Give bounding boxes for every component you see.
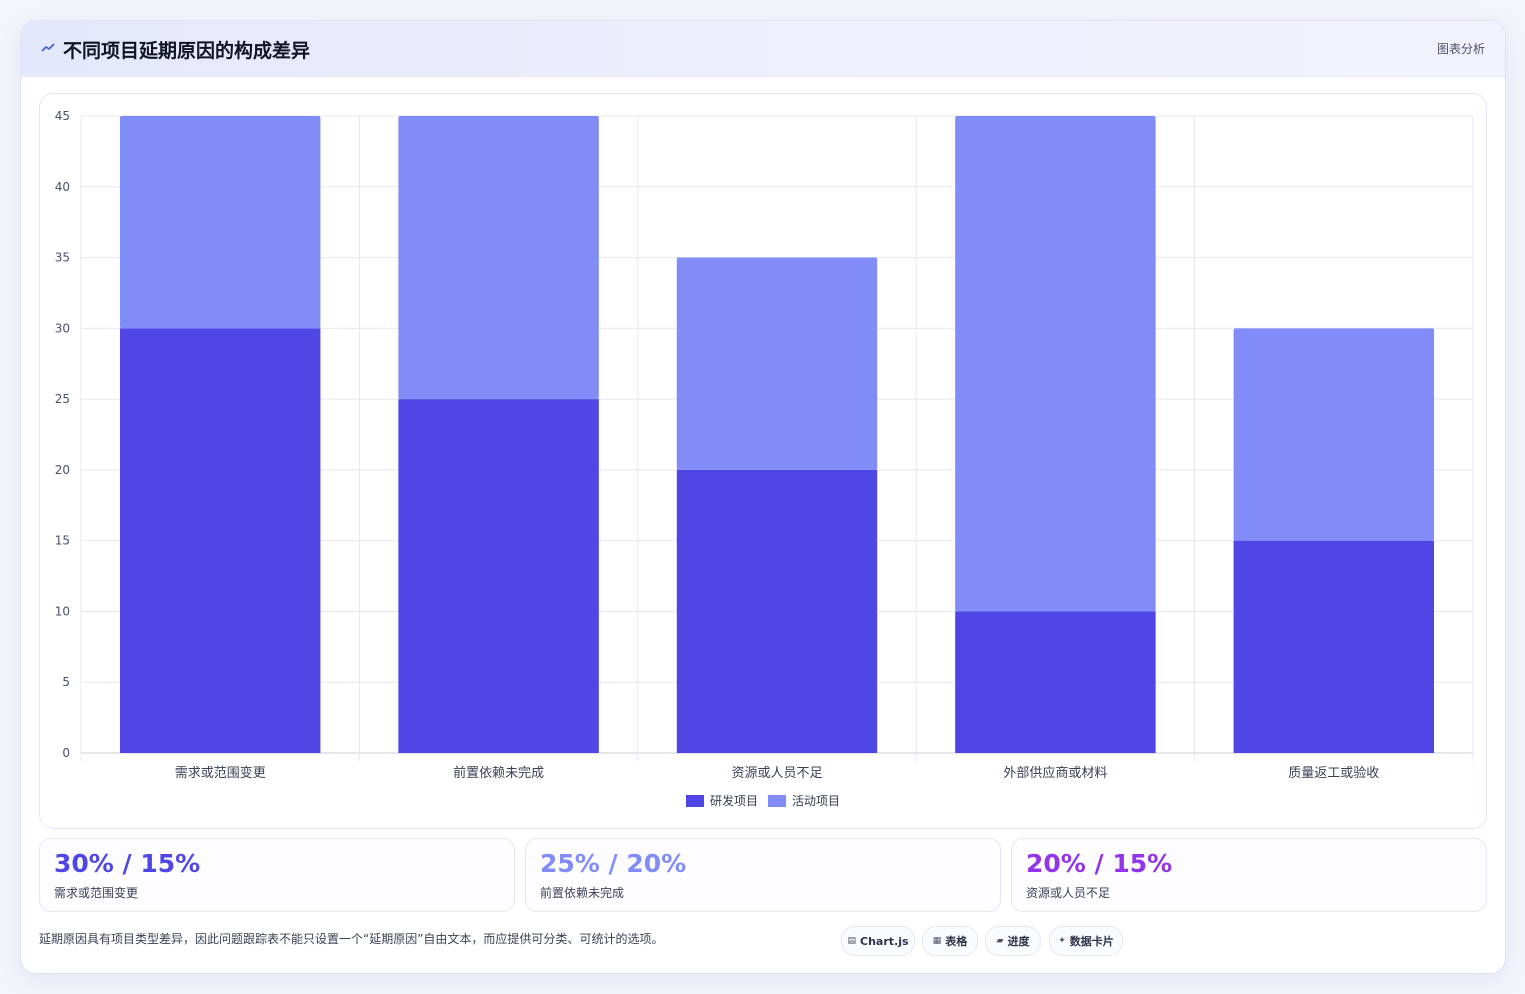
chip-data-card[interactable]: ✦ 数据卡片: [1049, 926, 1123, 956]
legend-label-activity: 活动项目: [792, 794, 841, 808]
stat-label-1: 需求或范围变更: [54, 886, 139, 900]
y-tick-label: 10: [55, 604, 70, 618]
bar-rd: [955, 611, 1156, 753]
bar-activity: [398, 116, 599, 400]
y-tick-label: 5: [62, 675, 70, 689]
footnote: 延期原因具有项目类型差异，因此问题跟踪表不能只设置一个“延期原因”自由文本，而应…: [39, 932, 664, 946]
legend-swatch-rd: [685, 794, 704, 807]
legend-item-rd[interactable]: 研发项目: [685, 792, 758, 809]
page-title: 不同项目延期原因的构成差异: [63, 40, 311, 62]
legend-swatch-activity: [768, 794, 786, 807]
y-tick-label: 35: [55, 251, 70, 265]
chart-panel: 不同项目延期原因的构成差异 图表分析 0 5 10 15 20 25 30 35 40 45 需求或…: [20, 20, 1506, 974]
chip-progress[interactable]: ▰ 进度: [985, 926, 1041, 956]
y-tick-label: 45: [55, 109, 70, 123]
legend-label-rd: 研发项目: [709, 794, 758, 808]
bar-activity: [1233, 328, 1435, 541]
bar-rd: [398, 399, 599, 753]
x-tick-label: 需求或范围变更: [175, 765, 266, 781]
stacked-bar-chart: 0 5 10 15 20 25 30 35 40 45 需求或范围变更 前置依赖未完成 资源或人员不足 外…: [55, 109, 1474, 781]
stat-label-2: 前置依赖未完成: [540, 886, 625, 900]
x-tick-label: 质量返工或验收: [1288, 765, 1379, 781]
progress-icon: ▰: [996, 936, 1004, 946]
bar-rd: [1233, 540, 1435, 753]
legend-item-activity[interactable]: 活动项目: [768, 792, 840, 809]
bar-rd: [676, 469, 878, 753]
bar-activity: [676, 257, 878, 470]
sparkle-icon: ✦: [1058, 936, 1066, 946]
y-tick-label: 15: [55, 534, 70, 548]
bar-activity: [119, 116, 321, 329]
y-tick-label: 25: [55, 392, 70, 406]
y-tick-label: 30: [55, 321, 70, 335]
table-icon: ▦: [932, 936, 942, 946]
chip-label-data-card: 数据卡片: [1069, 935, 1114, 948]
stat-value-1: 30% / 15%: [54, 849, 201, 878]
x-tick-label: 前置依赖未完成: [453, 765, 544, 781]
stat-card-1: 30% / 15% 需求或范围变更: [39, 838, 515, 912]
y-tick-label: 40: [55, 180, 70, 194]
chip-label-progress: 进度: [1007, 935, 1030, 948]
bar-activity: [955, 116, 1156, 612]
chip-label-table: 表格: [945, 935, 968, 948]
chip-label-chartjs: Chart.js: [860, 934, 909, 948]
chart-legend: 研发项目 活动项目: [40, 792, 1486, 809]
chip-table[interactable]: ▦ 表格: [922, 926, 978, 956]
y-tick-label: 20: [55, 463, 70, 477]
stat-value-3: 20% / 15%: [1026, 849, 1173, 878]
chip-chartjs[interactable]: ▤ Chart.js: [841, 926, 915, 956]
panel-header: 不同项目延期原因的构成差异 图表分析: [21, 21, 1505, 77]
x-tick-label: 外部供应商或材料: [1003, 765, 1107, 781]
x-tick-label: 资源或人员不足: [731, 766, 822, 781]
stat-value-2: 25% / 20%: [540, 849, 687, 878]
chart-icon: ▤: [847, 936, 856, 946]
bar-rd: [119, 328, 321, 753]
stat-label-3: 资源或人员不足: [1026, 886, 1111, 900]
chart-card: 0 5 10 15 20 25 30 35 40 45 需求或范围变更 前置依赖未完成 资源或人员不足 外…: [39, 93, 1487, 829]
stat-card-2: 25% / 20% 前置依赖未完成: [525, 838, 1001, 912]
y-tick-label: 0: [62, 746, 70, 760]
trend-line-icon: [41, 43, 55, 52]
header-tag: 图表分析: [1436, 42, 1485, 56]
stat-card-3: 20% / 15% 资源或人员不足: [1011, 838, 1487, 912]
